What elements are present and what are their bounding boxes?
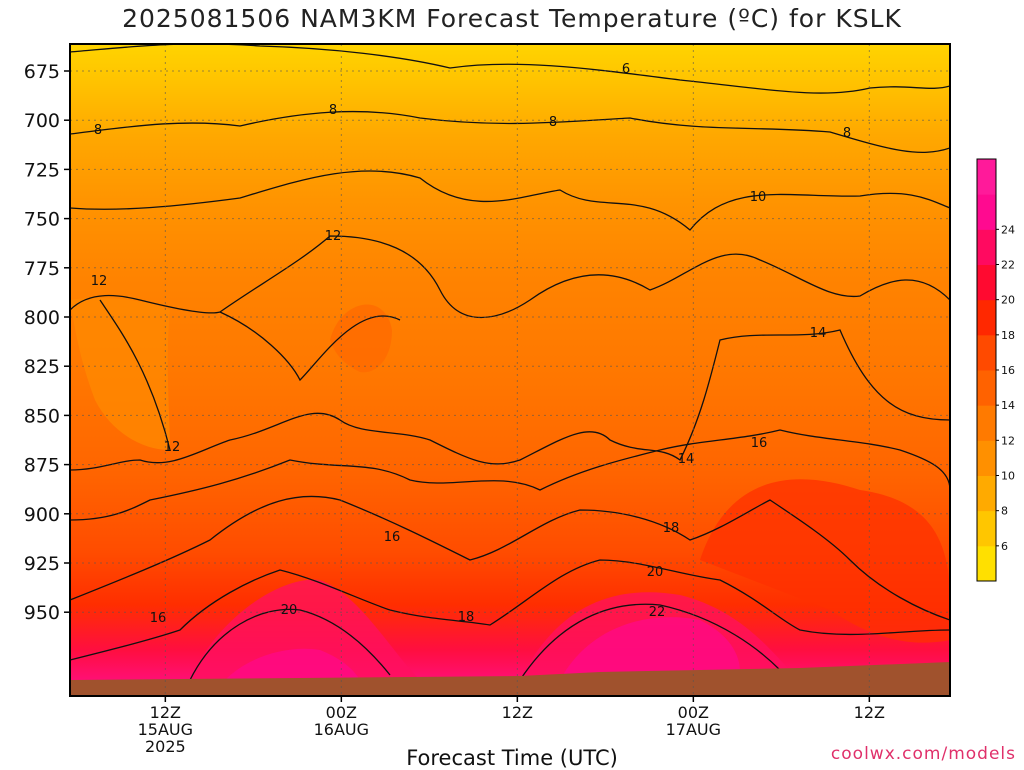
- contour-line-4: [99, 299, 401, 451]
- colorbar-label: 10: [1001, 470, 1015, 483]
- colorbar-label: 16: [1001, 364, 1015, 377]
- contour-label: 18: [458, 610, 475, 625]
- contour-label: 16: [384, 530, 401, 545]
- contour-line-1: [70, 110, 950, 153]
- colorbar-swatch: [977, 370, 996, 406]
- y-tick-label: 875: [24, 455, 60, 477]
- colorbar-swatch: [977, 545, 996, 582]
- contour-label: 10: [750, 190, 767, 205]
- x-tick-label: 17AUG: [666, 720, 721, 739]
- terrain: [70, 662, 950, 696]
- chart-title: 2025081506 NAM3KM Forecast Temperature (…: [122, 4, 902, 33]
- y-tick-label: 850: [24, 405, 60, 427]
- credit-text: coolwx.com/models: [830, 744, 1016, 764]
- x-tick-label: 12Z: [502, 703, 533, 722]
- y-tick-label: 775: [24, 258, 60, 280]
- contour-label: 18: [663, 521, 680, 536]
- colorbar-swatch: [977, 299, 996, 336]
- x-tick-label: 15AUG: [138, 720, 193, 739]
- warm-region-3: [560, 617, 740, 680]
- contour-label: 8: [549, 115, 557, 130]
- colorbar-swatch: [977, 440, 996, 476]
- y-tick-label: 925: [24, 553, 60, 575]
- colorbar: 6 8 10 12 14 16 18 20 22 24: [976, 158, 1015, 582]
- contour-label: 12: [164, 440, 181, 455]
- x-tick-label: 00Z: [326, 703, 357, 722]
- y-tick-label: 950: [24, 602, 60, 624]
- contour-label: 12: [91, 274, 108, 289]
- y-tick-label: 900: [24, 504, 60, 526]
- x-tick-label: 2025: [145, 737, 186, 756]
- contour-label: 8: [843, 126, 851, 141]
- x-tick-label: 12Z: [854, 703, 885, 722]
- colorbar-swatch: [977, 229, 996, 265]
- contour-label: 8: [94, 123, 102, 138]
- plot-frame: [69, 43, 951, 697]
- warm-region-4: [700, 479, 950, 643]
- x-axis-label: Forecast Time (UTC): [406, 746, 618, 770]
- contour-label: 22: [649, 605, 666, 620]
- warm-region-1: [225, 648, 360, 680]
- colorbar-label: 22: [1001, 259, 1015, 272]
- warm-region-6: [70, 298, 170, 450]
- contour-label: 14: [678, 452, 695, 467]
- colorbar-swatch: [977, 159, 996, 195]
- warm-region-0: [190, 579, 420, 680]
- contour-line-10: [519, 603, 781, 681]
- colorbar-label: 24: [1001, 223, 1015, 236]
- x-tick-label: 12Z: [150, 703, 181, 722]
- colorbar-label: 8: [1001, 505, 1008, 518]
- contour-label: 20: [281, 603, 298, 618]
- colorbar-label: 20: [1001, 294, 1015, 307]
- colorbar-swatch: [977, 510, 996, 547]
- y-tick-label: 700: [24, 110, 60, 132]
- contour-line-9: [189, 608, 391, 681]
- colorbar-label: 14: [1001, 399, 1015, 412]
- colorbar-label: 18: [1001, 329, 1015, 342]
- contour-label: 12: [325, 229, 342, 244]
- contour-line-6: [70, 429, 950, 521]
- x-tick-label: 00Z: [678, 703, 709, 722]
- colorbar-label: 6: [1001, 540, 1008, 553]
- gridlines: [70, 44, 950, 696]
- colorbar-swatch: [977, 334, 996, 371]
- colorbar-swatch: [977, 405, 996, 441]
- contour-label: 20: [647, 565, 664, 580]
- contour-label: 6: [622, 62, 630, 77]
- y-tick-label: 750: [24, 209, 60, 231]
- contour-line-8: [70, 559, 950, 661]
- contour-label: 16: [150, 611, 167, 626]
- y-tick-label: 800: [24, 307, 60, 329]
- contour-label: 14: [810, 326, 827, 341]
- contour-label: 16: [751, 436, 768, 451]
- plot-area: [70, 44, 950, 696]
- contour-line-2: [70, 170, 950, 231]
- y-tick-label: 725: [24, 159, 60, 181]
- colorbar-swatch: [977, 194, 996, 230]
- colorbar-swatch: [977, 475, 996, 512]
- contour-line-5: [70, 329, 950, 471]
- contour-label: 8: [329, 103, 337, 118]
- contour-line-7: [70, 495, 950, 621]
- warm-region-5: [330, 304, 392, 373]
- colorbar-swatch: [977, 264, 996, 301]
- y-tick-label: 675: [24, 61, 60, 83]
- y-tick-label: 825: [24, 356, 60, 378]
- colorbar-label: 12: [1001, 434, 1015, 447]
- contour-line-3: [70, 235, 950, 319]
- x-tick-label: 16AUG: [314, 720, 369, 739]
